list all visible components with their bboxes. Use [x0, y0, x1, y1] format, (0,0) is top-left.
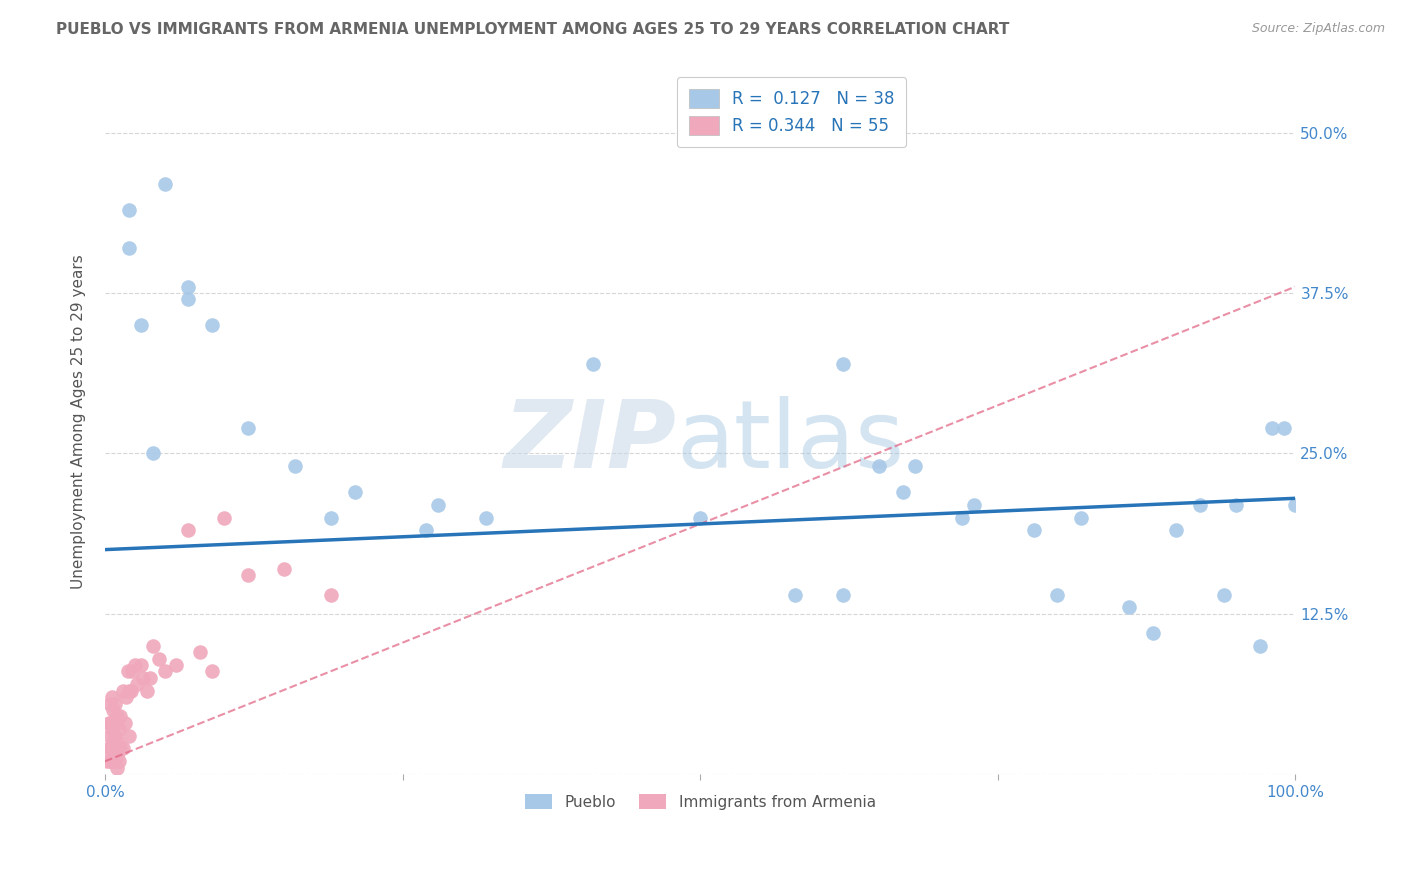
Point	[475, 510, 498, 524]
Point	[100, 715, 122, 730]
Point	[177, 293, 200, 307]
Text: PUEBLO VS IMMIGRANTS FROM ARMENIA UNEMPLOYMENT AMONG AGES 25 TO 29 YEARS CORRELA: PUEBLO VS IMMIGRANTS FROM ARMENIA UNEMPL…	[56, 22, 1010, 37]
Point	[201, 318, 224, 332]
Point	[103, 703, 125, 717]
Point	[105, 761, 128, 775]
Point	[188, 645, 211, 659]
Point	[117, 665, 139, 679]
Point	[321, 510, 343, 524]
Point	[343, 484, 366, 499]
Point	[127, 677, 149, 691]
Point	[1046, 587, 1069, 601]
Point	[689, 510, 711, 524]
Point	[111, 683, 134, 698]
Point	[963, 498, 986, 512]
Point	[832, 587, 855, 601]
Point	[96, 754, 118, 768]
Point	[98, 729, 121, 743]
Point	[1166, 524, 1188, 538]
Point	[1272, 421, 1295, 435]
Point	[142, 639, 165, 653]
Point	[129, 318, 152, 332]
Point	[165, 658, 187, 673]
Point	[110, 709, 132, 723]
Point	[101, 741, 124, 756]
Point	[177, 279, 200, 293]
Point	[108, 754, 131, 768]
Point	[582, 357, 605, 371]
Point	[1225, 498, 1247, 512]
Legend: Pueblo, Immigrants from Armenia: Pueblo, Immigrants from Armenia	[519, 788, 882, 816]
Point	[236, 421, 259, 435]
Point	[103, 697, 125, 711]
Point	[153, 177, 176, 191]
Point	[1142, 626, 1164, 640]
Point	[273, 562, 295, 576]
Point	[177, 524, 200, 538]
Text: ZIP: ZIP	[503, 396, 676, 489]
Point	[153, 665, 176, 679]
Point	[868, 459, 890, 474]
Point	[101, 690, 124, 705]
Point	[105, 735, 128, 749]
Point	[98, 697, 121, 711]
Point	[118, 202, 141, 217]
Point	[120, 683, 142, 698]
Point	[115, 690, 138, 705]
Point	[903, 459, 925, 474]
Point	[97, 741, 120, 756]
Point	[101, 723, 124, 737]
Point	[212, 510, 235, 524]
Point	[111, 741, 134, 756]
Point	[103, 754, 125, 768]
Point	[1022, 524, 1045, 538]
Point	[100, 754, 122, 768]
Point	[97, 715, 120, 730]
Point	[108, 723, 131, 737]
Point	[139, 671, 162, 685]
Point	[105, 747, 128, 762]
Point	[110, 741, 132, 756]
Point	[142, 446, 165, 460]
Point	[135, 683, 157, 698]
Point	[118, 241, 141, 255]
Point	[101, 754, 124, 768]
Point	[832, 357, 855, 371]
Point	[104, 715, 127, 730]
Point	[891, 484, 914, 499]
Point	[121, 665, 143, 679]
Point	[201, 665, 224, 679]
Y-axis label: Unemployment Among Ages 25 to 29 years: Unemployment Among Ages 25 to 29 years	[72, 254, 86, 589]
Point	[236, 568, 259, 582]
Point	[105, 709, 128, 723]
Point	[1118, 600, 1140, 615]
Text: atlas: atlas	[676, 396, 904, 489]
Point	[1213, 587, 1236, 601]
Point	[100, 741, 122, 756]
Point	[118, 729, 141, 743]
Point	[785, 587, 807, 601]
Point	[321, 587, 343, 601]
Point	[103, 729, 125, 743]
Point	[1284, 498, 1306, 512]
Point	[103, 735, 125, 749]
Point	[129, 658, 152, 673]
Point	[124, 658, 146, 673]
Point	[1189, 498, 1212, 512]
Point	[415, 524, 437, 538]
Point	[132, 671, 155, 685]
Point	[104, 741, 127, 756]
Point	[1070, 510, 1092, 524]
Point	[1260, 421, 1282, 435]
Point	[950, 510, 973, 524]
Point	[118, 683, 141, 698]
Text: Source: ZipAtlas.com: Source: ZipAtlas.com	[1251, 22, 1385, 36]
Point	[284, 459, 307, 474]
Point	[114, 715, 136, 730]
Point	[103, 754, 125, 768]
Point	[1249, 639, 1271, 653]
Point	[98, 754, 121, 768]
Point	[148, 651, 170, 665]
Point	[427, 498, 450, 512]
